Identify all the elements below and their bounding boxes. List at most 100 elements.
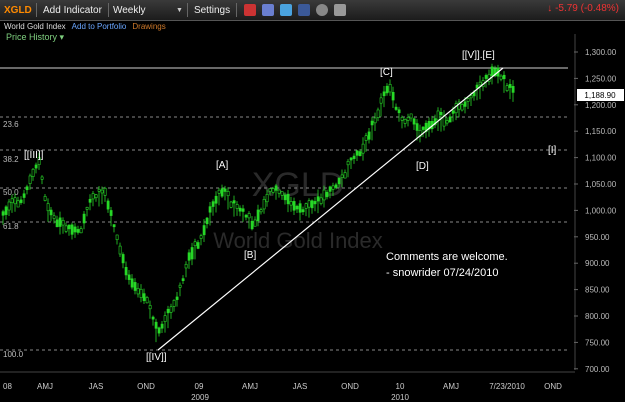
fib-label: 100.0	[3, 350, 24, 359]
candle-body	[412, 118, 416, 125]
candle-body	[226, 190, 230, 197]
wave-label-A: [A]	[216, 160, 228, 171]
facebook-icon[interactable]	[298, 4, 311, 16]
candle-body	[418, 129, 422, 137]
last-price-box	[577, 89, 624, 101]
candle-body	[304, 203, 308, 209]
add-to-portfolio-link[interactable]: Add to Portfolio	[71, 21, 127, 31]
candle-body	[103, 187, 107, 196]
candle-body	[499, 75, 503, 80]
alarm-clock-icon[interactable]	[244, 4, 257, 16]
candle-body	[448, 116, 452, 123]
candle-body	[19, 199, 23, 203]
y-tick-label: 1,050.00	[585, 180, 617, 189]
period-dropdown[interactable]: Weekly ▼	[113, 5, 183, 16]
candle-body	[343, 172, 347, 179]
candle-body	[250, 220, 254, 230]
candle-body	[205, 217, 209, 225]
price-history-dropdown[interactable]: Price History ▾	[6, 32, 65, 42]
candle-body	[298, 203, 302, 213]
last-price-label: 1,188.90	[584, 91, 616, 100]
candle-body	[199, 235, 203, 239]
y-tick-label: 1,000.00	[585, 206, 617, 215]
separator	[107, 3, 109, 17]
candle-body	[118, 245, 122, 255]
candle-body	[403, 119, 407, 124]
candle-body	[511, 85, 515, 93]
candle-body	[178, 284, 182, 288]
symbol-field[interactable]: XGLD	[4, 4, 32, 16]
candle-body	[244, 214, 248, 218]
candle-body	[109, 210, 113, 216]
y-tick-label: 1,250.00	[585, 74, 617, 83]
candle-body	[58, 217, 62, 227]
candle-body	[148, 305, 152, 310]
y-tick-label: 950.00	[585, 233, 610, 242]
candle-body	[463, 101, 467, 107]
candle-body	[157, 327, 161, 334]
candle-body	[469, 95, 473, 99]
settings-button[interactable]: Settings	[193, 4, 231, 16]
candle-body	[325, 191, 329, 198]
save-icon[interactable]	[262, 4, 275, 16]
candle-body	[169, 306, 173, 313]
x-tick-label: AMJ	[443, 382, 459, 391]
candle-body	[142, 293, 146, 301]
candle-body	[421, 126, 425, 130]
y-tick-label: 800.00	[585, 312, 610, 321]
candle-body	[376, 109, 380, 118]
print-icon[interactable]	[334, 4, 347, 16]
y-tick-label: 1,200.00	[585, 101, 617, 110]
fib-label: 23.6	[3, 120, 19, 129]
candle-body	[46, 203, 50, 212]
candle-body	[340, 174, 344, 178]
y-tick-label: 750.00	[585, 338, 610, 347]
candle-body	[322, 189, 326, 201]
candle-body	[280, 191, 284, 196]
wave-label-D: [D]	[416, 161, 429, 172]
candle-body	[406, 117, 410, 121]
wave-label-V-E: [[V]].[E]	[462, 50, 495, 61]
twitter-icon[interactable]	[280, 4, 293, 16]
candle-body	[181, 278, 185, 282]
trend-line	[157, 67, 504, 351]
candle-body	[289, 201, 293, 206]
candle-body	[445, 120, 449, 124]
candle-body	[130, 278, 134, 288]
candle-body	[187, 252, 191, 261]
candle-body	[94, 194, 98, 199]
candle-body	[64, 225, 68, 232]
candle-body	[31, 168, 35, 177]
candle-body	[13, 197, 17, 205]
x-tick-label: 10	[396, 382, 405, 391]
fib-label: 61.8	[3, 222, 19, 231]
candle-body	[295, 205, 299, 210]
candle-body	[364, 135, 368, 141]
fib-label: 50.0	[3, 188, 19, 197]
candle-body	[310, 200, 314, 209]
comment-line: - snowrider 07/24/2010	[386, 267, 499, 279]
x-tick-label: JAS	[293, 382, 308, 391]
candle-body	[190, 247, 194, 260]
candle-body	[241, 208, 245, 212]
drawings-link[interactable]: Drawings	[132, 21, 166, 31]
link-icon[interactable]	[316, 4, 329, 16]
x-tick-label: JAS	[89, 382, 104, 391]
candle-body	[124, 267, 128, 276]
candle-body	[475, 84, 479, 89]
y-tick-label: 900.00	[585, 259, 610, 268]
candle-body	[331, 185, 335, 190]
candle-body	[232, 200, 236, 204]
wave-label-III: [[III]]	[24, 150, 44, 161]
add-indicator-button[interactable]: Add Indicator	[43, 4, 102, 16]
candle-body	[214, 195, 218, 204]
candle-body	[67, 224, 71, 230]
candle-body	[337, 178, 341, 185]
candle-body	[277, 189, 281, 194]
candle-body	[184, 263, 188, 269]
candle-body	[4, 206, 8, 215]
candle-body	[208, 206, 212, 213]
candle-body	[145, 297, 149, 304]
candle-body	[85, 206, 89, 210]
fib-label: 38.2	[3, 155, 19, 164]
